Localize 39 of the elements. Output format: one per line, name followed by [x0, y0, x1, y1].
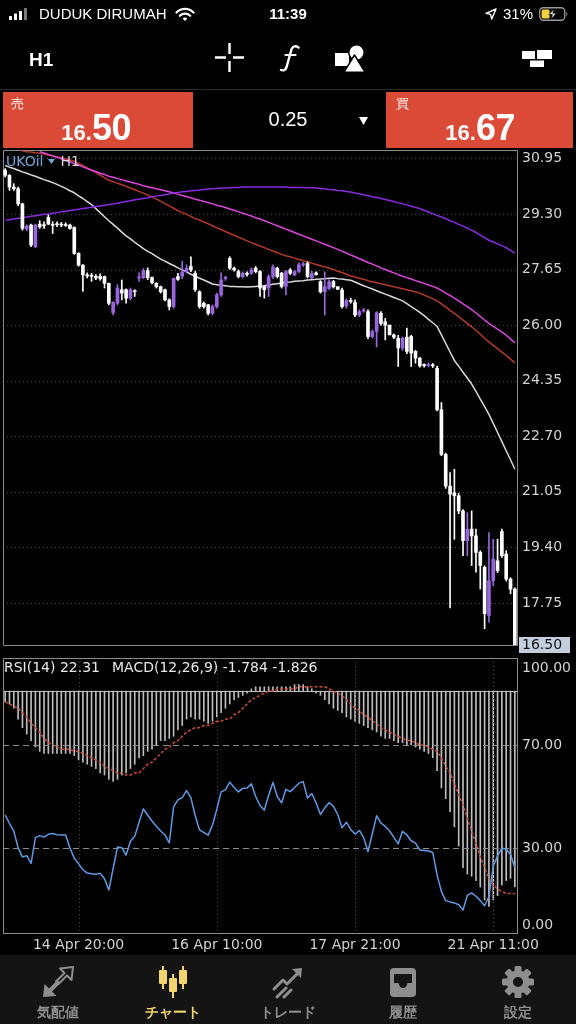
- candlestick: [50, 221, 55, 234]
- text: DUDUK DIRUMAH: [39, 5, 167, 23]
- y-tick-label: 70.00: [522, 735, 563, 752]
- candlestick: [322, 271, 327, 316]
- y-tick-label: 17.75: [522, 593, 563, 610]
- text: 31%: [502, 5, 533, 23]
- y-tick-label: 0.00: [522, 915, 554, 932]
- y-tick-label: 24.35: [522, 371, 563, 388]
- chart-title: MACD(12,26,9) -1.784 -1.826: [112, 659, 318, 676]
- chart-title: RSI(14) 22.31: [4, 659, 101, 676]
- candlestick: [132, 289, 137, 297]
- x-tick-label: 21 Apr 11:00: [447, 936, 539, 953]
- y-tick-label: 27.65: [522, 260, 563, 277]
- candlestick: [119, 279, 124, 301]
- y-tick-label: 30.95: [522, 149, 563, 166]
- x-tick-label: 14 Apr 20:00: [32, 936, 125, 953]
- y-tick-label: 29.30: [522, 204, 563, 221]
- text: 0.25: [268, 107, 308, 131]
- candlestick: [189, 256, 193, 272]
- text: チャート: [144, 1004, 201, 1021]
- buy-button: 買 16.67: [386, 92, 573, 148]
- x-tick-label: 17 Apr 21:00: [309, 936, 401, 953]
- candlestick: [42, 221, 46, 229]
- text: 11:39: [269, 5, 307, 23]
- text: 履歴: [389, 1004, 418, 1021]
- y-tick-label: 26.00: [522, 315, 563, 332]
- text: 気配値: [36, 1004, 79, 1021]
- y-tick-label: 22.70: [522, 426, 563, 443]
- sell-button: 売 16.50: [3, 92, 193, 148]
- text: 16.50: [522, 636, 563, 653]
- y-tick-label: 21.05: [522, 482, 563, 499]
- chart-title: UKOil: [6, 153, 44, 170]
- text: 設定: [504, 1004, 533, 1021]
- y-tick-label: 19.40: [522, 537, 563, 554]
- text: トレード: [259, 1004, 316, 1021]
- y-tick-label: 30.00: [522, 838, 563, 855]
- x-tick-label: 16 Apr 10:00: [171, 936, 263, 953]
- text: H1: [29, 49, 54, 71]
- y-tick-label: 100.00: [522, 658, 571, 675]
